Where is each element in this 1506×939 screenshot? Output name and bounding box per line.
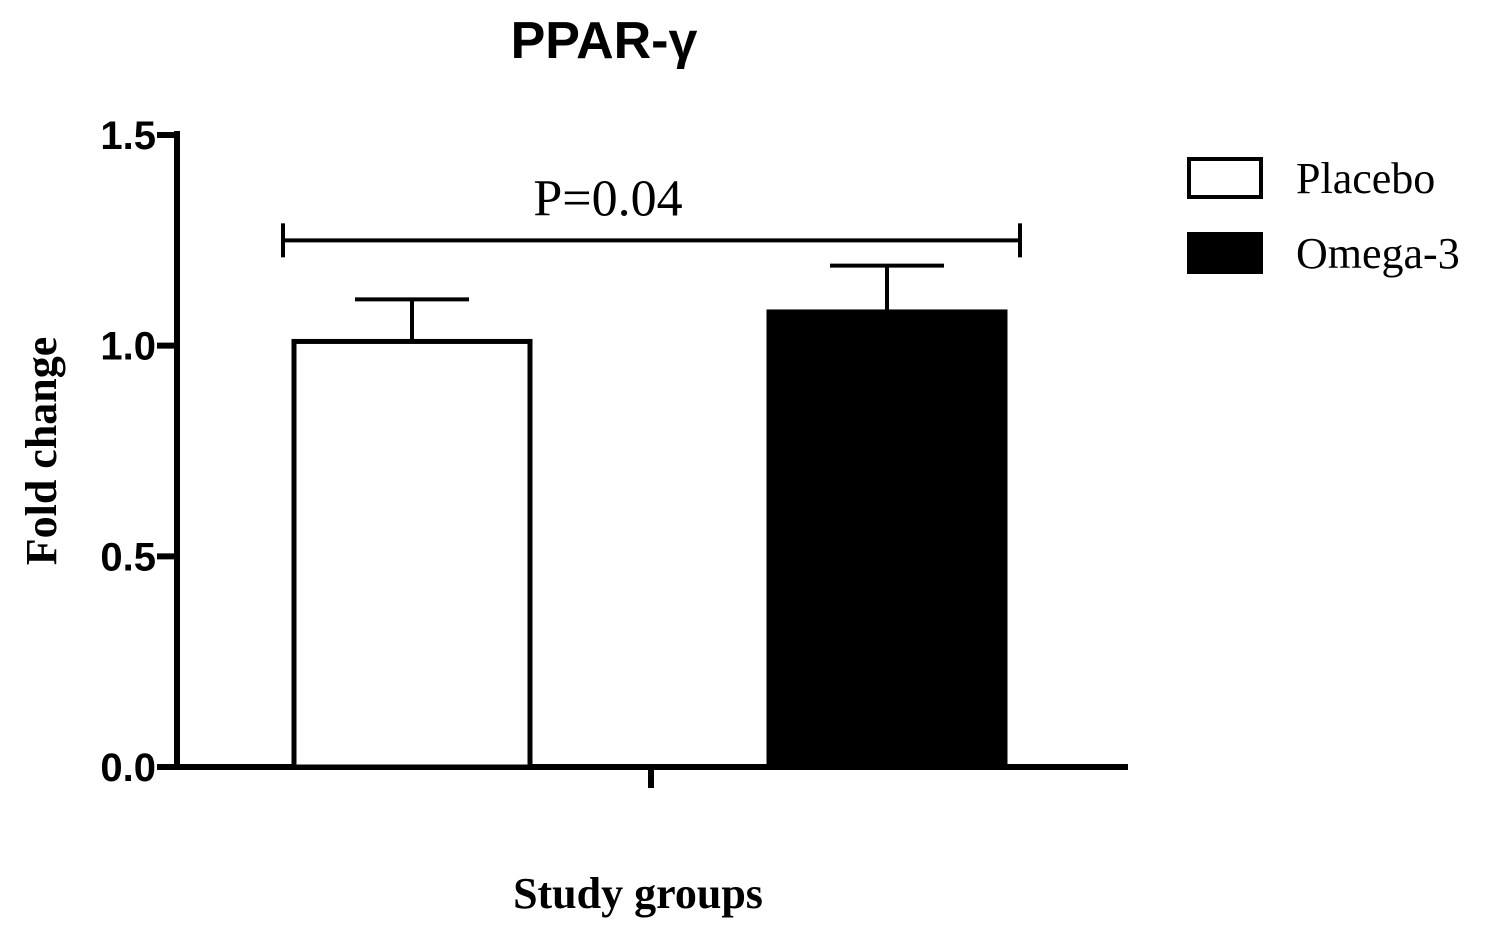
legend-swatch-placebo (1187, 157, 1263, 199)
legend-label: Omega-3 (1296, 229, 1460, 278)
y-tick-label: 0.5 (100, 535, 156, 579)
legend-swatch-omega-3 (1187, 232, 1263, 274)
plot-area: 0.0 0.5 1.0 1.5 P=0.04 (100, 114, 1128, 790)
bar-placebo (291, 338, 533, 770)
bar-omega-3 (766, 309, 1008, 770)
y-tick-label: 1.0 (100, 325, 156, 369)
y-tick-label: 0.0 (100, 746, 156, 790)
legend-label: Placebo (1296, 154, 1435, 203)
p-value-annotation: P=0.04 (533, 170, 682, 227)
legend: Placebo Omega-3 (1187, 154, 1460, 278)
y-tick-label: 1.5 (100, 114, 156, 158)
chart-title: PPAR-γ (511, 12, 698, 70)
x-axis-label: Study groups (513, 869, 763, 918)
y-axis-label: Fold change (17, 337, 66, 566)
